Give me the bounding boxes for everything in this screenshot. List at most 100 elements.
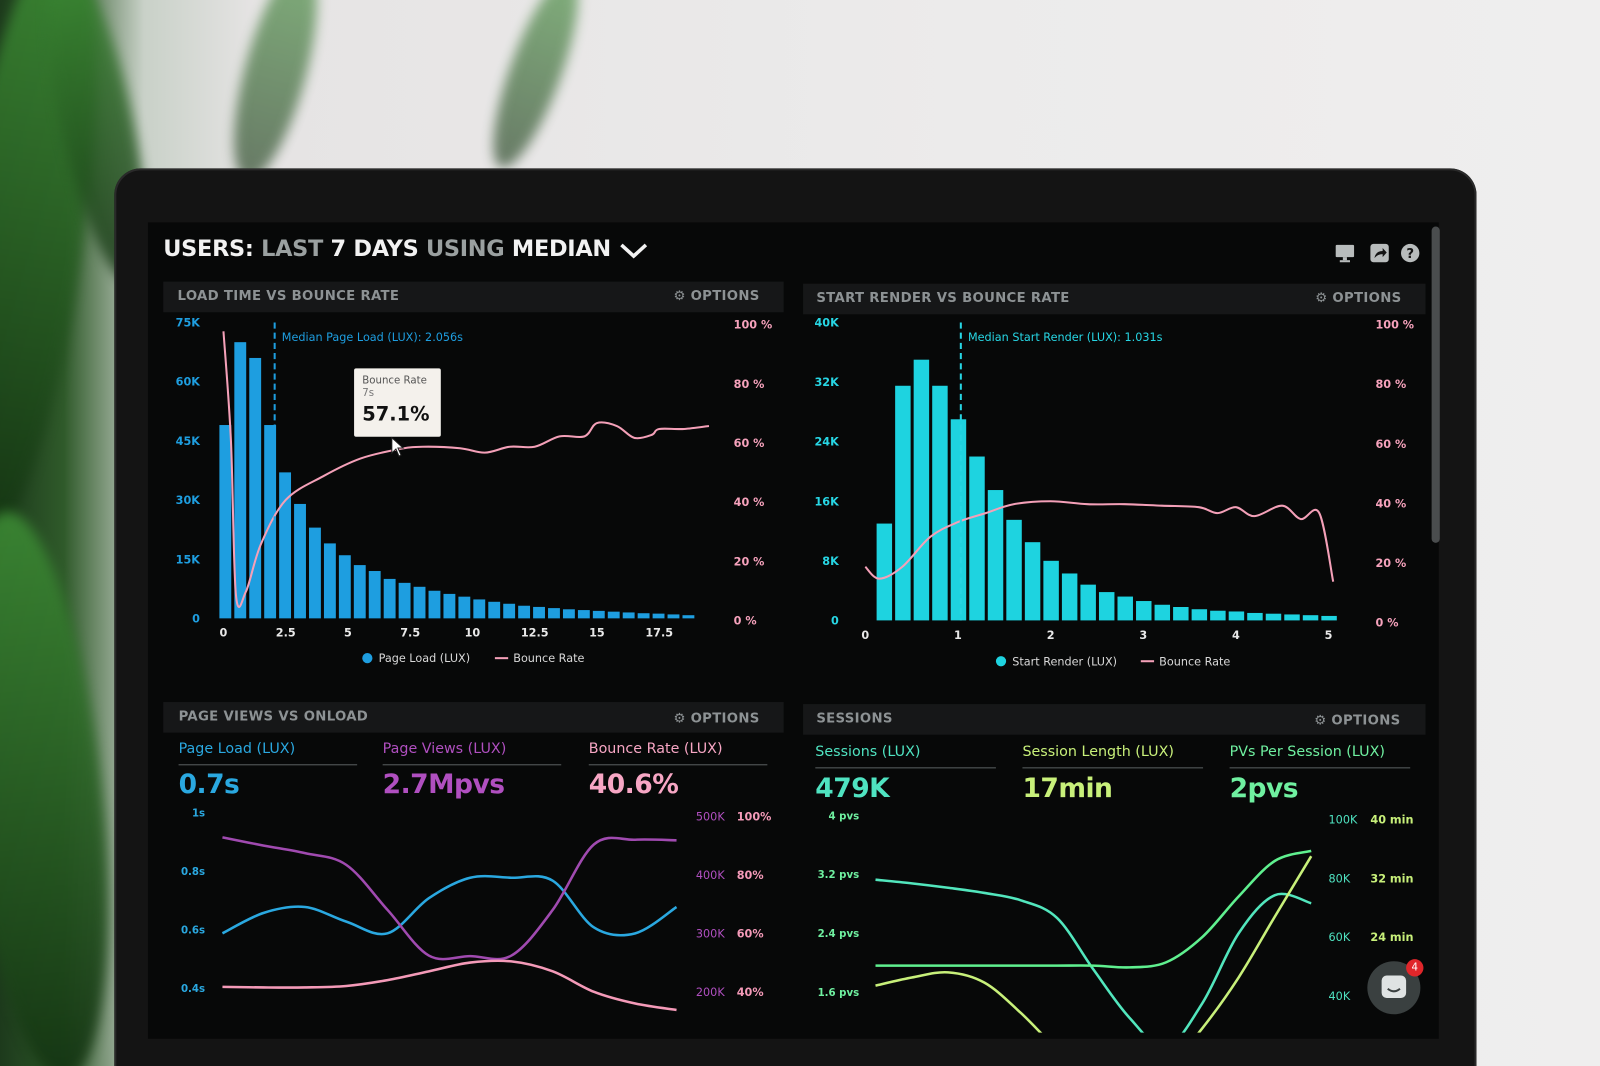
histogram-bar	[294, 503, 306, 619]
chevron-down-icon[interactable]	[618, 241, 649, 259]
legend-label: Start Render (LUX)	[1012, 655, 1117, 668]
y-right-tick-label: 40 %	[734, 496, 765, 509]
histogram-bar	[279, 472, 292, 619]
stat-label: Sessions (LUX)	[815, 743, 921, 761]
histogram-bar	[338, 555, 351, 619]
options-label: OPTIONS	[690, 711, 760, 727]
y-right-tick-label: 100 %	[1375, 319, 1414, 332]
panel-title: PAGE VIEWS VS ONLOAD	[178, 709, 369, 725]
divider	[178, 764, 358, 766]
divider	[1229, 767, 1411, 769]
histogram-bar	[473, 599, 486, 619]
histogram-bar	[876, 523, 893, 621]
monitor-icon[interactable]	[1335, 243, 1355, 263]
notification-badge: 4	[1406, 959, 1424, 977]
y-left-tick-label: 15K	[176, 553, 202, 566]
stat-label: Page Views (LUX)	[382, 740, 507, 758]
divider	[1022, 767, 1204, 769]
y-right-tick-label: 60 %	[1375, 438, 1406, 451]
plot-area	[875, 849, 1313, 1033]
y-right-tick-label: 500K	[696, 810, 725, 823]
y-left-tick-label: 3.2 pvs	[818, 870, 860, 881]
y-right-tick-label: 100 %	[734, 319, 773, 332]
options-button[interactable]: ⚙ OPTIONS	[1314, 713, 1400, 728]
help-icon[interactable]: ?	[1400, 243, 1420, 263]
options-button[interactable]: ⚙ OPTIONS	[673, 711, 759, 726]
histogram-bar	[458, 596, 471, 619]
histogram-bar	[1265, 613, 1282, 621]
histogram-bar	[622, 612, 635, 619]
legend-label: Bounce Rate	[1159, 655, 1230, 668]
histogram-bar	[577, 610, 590, 619]
x-tick-label: 12.5	[521, 627, 549, 640]
stat-label: PVs Per Session (LUX)	[1229, 743, 1385, 761]
x-tick-label: 7.5	[400, 627, 420, 640]
options-button[interactable]: ⚙ OPTIONS	[673, 289, 759, 304]
y-right-tick-label: 80%	[737, 869, 764, 882]
histogram-bar	[1117, 596, 1133, 621]
y-left-tick-label: 4 pvs	[829, 811, 860, 822]
histogram-bar	[637, 613, 650, 619]
share-icon[interactable]	[1369, 243, 1389, 263]
x-tick-label: 2.5	[276, 627, 296, 640]
title-part: 7 DAYS	[323, 236, 419, 263]
histogram-bar	[1191, 609, 1208, 621]
series-line	[222, 836, 677, 961]
x-tick-label: 15	[589, 627, 605, 640]
chat-button[interactable]: 4	[1367, 959, 1424, 1015]
y-right-tick-label: 200K	[696, 986, 725, 999]
histogram-bar	[1043, 560, 1059, 621]
panel-header-start-render	[803, 283, 1426, 315]
histogram-bar	[652, 613, 665, 619]
histogram-bar	[398, 582, 411, 619]
histogram-bar	[503, 603, 516, 619]
gear-icon: ⚙	[1315, 290, 1333, 307]
tooltip: Bounce Rate 7s 57.1%	[354, 368, 441, 437]
histogram-bar	[1247, 612, 1263, 621]
y-right-tick-label: 60%	[737, 927, 764, 940]
series-line	[875, 878, 1312, 1033]
title-part: USERS:	[163, 236, 254, 263]
panel-title: START RENDER VS BOUNCE RATE	[816, 290, 1070, 307]
svg-text:?: ?	[1406, 247, 1414, 262]
histogram-bar	[1302, 615, 1319, 621]
y-left-tick-label: 0	[831, 614, 839, 627]
page-title[interactable]: USERS: LAST 7 DAYS USING MEDIAN	[163, 236, 649, 263]
histogram-bar	[1080, 584, 1096, 621]
x-tick-label: 17.5	[645, 627, 673, 640]
options-button[interactable]: ⚙ OPTIONS	[1315, 291, 1401, 306]
x-tick-label: 2	[1047, 629, 1055, 642]
options-label: OPTIONS	[690, 288, 760, 305]
histogram-bar	[368, 571, 381, 619]
histogram-bar	[488, 601, 501, 619]
histogram-bar	[607, 611, 620, 619]
histogram-bar	[219, 425, 232, 619]
options-label: OPTIONS	[1332, 290, 1402, 307]
histogram-bar	[950, 419, 967, 621]
histogram-bar	[353, 565, 366, 619]
stat-value: 479K	[815, 773, 890, 805]
mouse-cursor-icon	[391, 436, 405, 457]
legend-label: Bounce Rate	[513, 652, 584, 665]
x-tick-label: 0	[861, 629, 869, 642]
histogram-bar	[443, 593, 456, 619]
histogram-bar	[518, 605, 531, 619]
y-left-tick-label: 40K	[814, 317, 840, 330]
gear-icon: ⚙	[1314, 713, 1332, 729]
histogram-bar	[562, 609, 575, 619]
y-right-tick-label: 60 %	[734, 437, 765, 450]
tooltip-x: 7s	[362, 387, 375, 399]
legend-label: Page Load (LUX)	[379, 652, 471, 665]
panel-header-page-views	[163, 702, 784, 733]
divider	[815, 767, 996, 769]
histogram-bar	[1136, 601, 1152, 621]
y-left-tick-label: 24K	[814, 436, 840, 449]
histogram-bar	[249, 357, 262, 619]
scrollbar-thumb[interactable]	[1431, 226, 1440, 543]
stat-label: Session Length (LUX)	[1022, 743, 1174, 761]
y-right-tick-label: 0 %	[734, 614, 757, 627]
series-line	[222, 959, 677, 1012]
tooltip-title: Bounce Rate	[362, 375, 427, 387]
y-right-tick-label: 20 %	[734, 555, 765, 568]
legend-dot-icon	[995, 656, 1007, 667]
